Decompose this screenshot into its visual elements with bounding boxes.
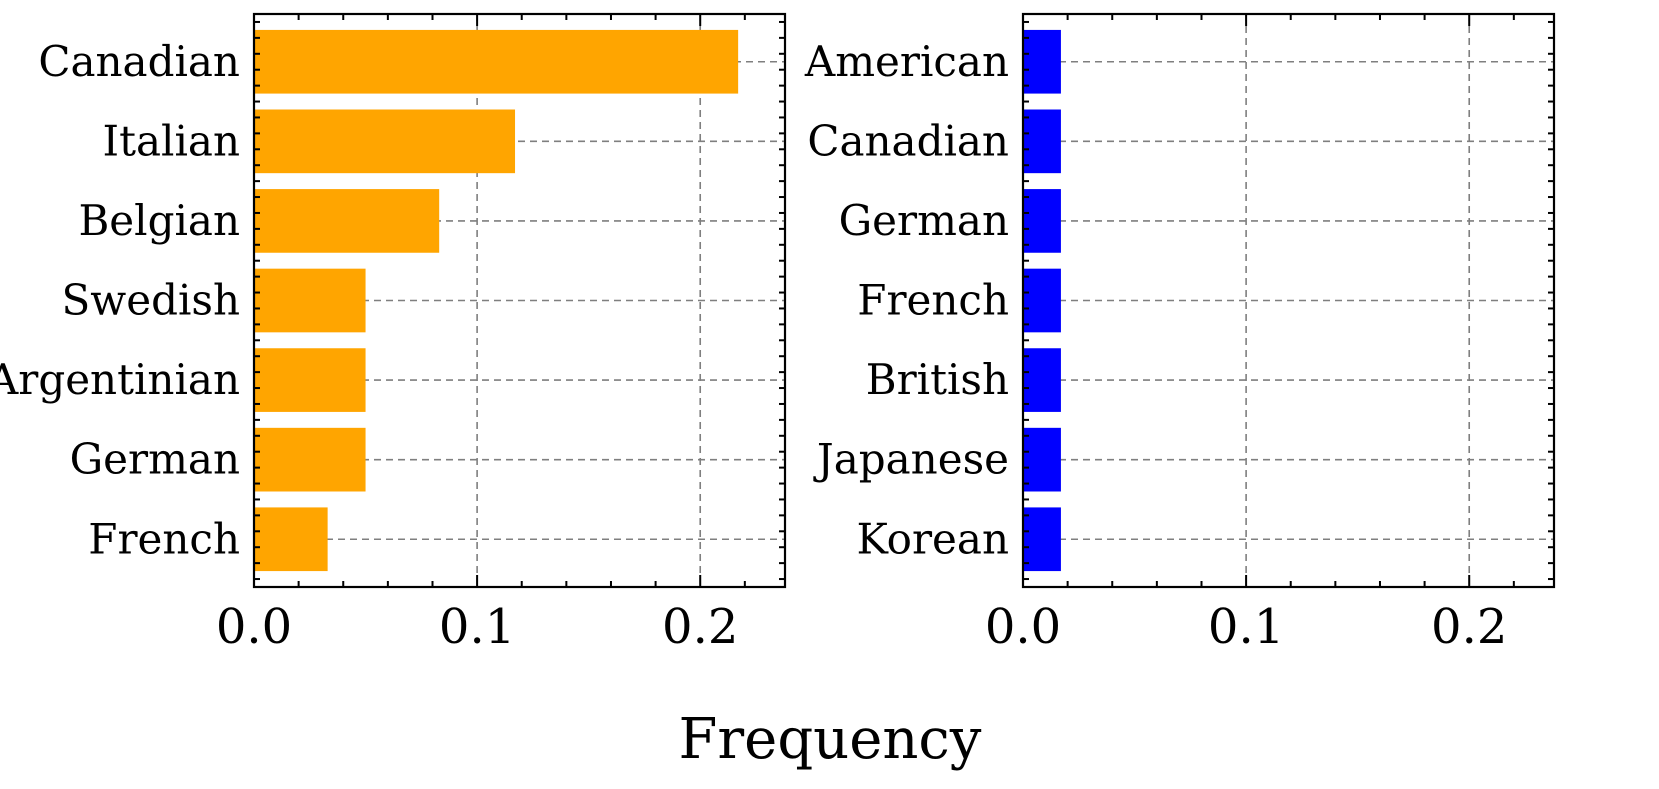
bar-canadian bbox=[254, 29, 739, 94]
category-label-swedish: Swedish bbox=[62, 276, 241, 325]
category-label-french: French bbox=[88, 514, 240, 563]
category-label-british: British bbox=[866, 355, 1009, 404]
x-tick-label: 0.2 bbox=[1431, 599, 1507, 655]
x-tick-label: 0.0 bbox=[216, 599, 292, 655]
category-label-italian: Italian bbox=[103, 116, 240, 165]
bar-argentinian bbox=[254, 348, 366, 412]
bar-swedish bbox=[254, 268, 366, 333]
x-tick-label: 0.2 bbox=[662, 599, 738, 655]
bar-british bbox=[1023, 348, 1061, 412]
bar-japanese bbox=[1023, 427, 1061, 492]
category-label-canadian: Canadian bbox=[807, 116, 1009, 165]
chart-panel-2: 0.0 0.1 0.2 American Canadian German French Bri… bbox=[804, 12, 1556, 655]
bar-american bbox=[1023, 29, 1061, 94]
bar-korean bbox=[1023, 507, 1061, 572]
category-label-korean: Korean bbox=[856, 514, 1009, 563]
bar-german bbox=[1023, 189, 1061, 253]
bar-canadian bbox=[1023, 109, 1061, 174]
category-label-belgian: Belgian bbox=[78, 196, 240, 245]
category-label-american: American bbox=[804, 37, 1009, 86]
category-label-japanese: Japanese bbox=[813, 435, 1009, 484]
bar-french bbox=[1023, 268, 1061, 333]
plot-frame bbox=[252, 12, 787, 589]
x-axis-title: Frequency bbox=[679, 707, 982, 772]
bar-french bbox=[254, 507, 328, 572]
category-label-german: German bbox=[70, 435, 240, 484]
bar-belgian bbox=[254, 189, 440, 253]
chart-panel-1: 0.0 0.1 0.2 Canadian Italian Belgian Swedish Ar… bbox=[0, 12, 787, 655]
plot-frame bbox=[1021, 12, 1556, 589]
bar-italian bbox=[254, 109, 516, 174]
x-tick-label: 0.1 bbox=[1208, 599, 1284, 655]
category-label-german: German bbox=[839, 196, 1009, 245]
x-tick-label: 0.1 bbox=[439, 599, 515, 655]
category-label-argentinian: Argentinian bbox=[0, 355, 240, 404]
category-label-canadian: Canadian bbox=[38, 37, 240, 86]
category-label-french: French bbox=[857, 276, 1009, 325]
bar-german bbox=[254, 427, 366, 492]
x-tick-label: 0.0 bbox=[985, 599, 1061, 655]
